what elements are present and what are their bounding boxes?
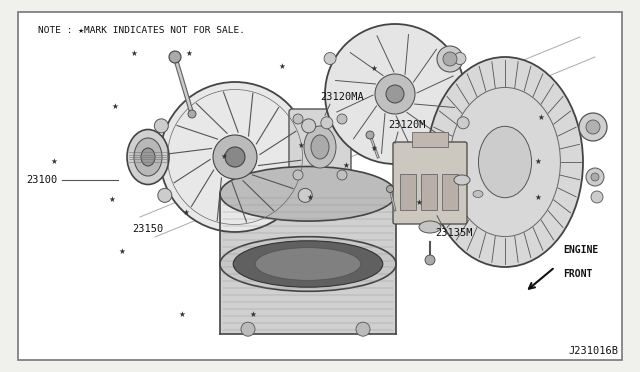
Ellipse shape: [479, 126, 531, 198]
Text: ★: ★: [534, 193, 541, 202]
Circle shape: [586, 168, 604, 186]
Circle shape: [454, 52, 466, 64]
Text: ENGINE: ENGINE: [563, 245, 598, 255]
Circle shape: [225, 147, 245, 167]
Text: FRONT: FRONT: [563, 269, 593, 279]
Text: ★: ★: [371, 64, 378, 73]
Circle shape: [154, 119, 168, 133]
Text: ★: ★: [534, 157, 541, 166]
Ellipse shape: [304, 126, 336, 168]
Text: NOTE : ★MARK INDICATES NOT FOR SALE.: NOTE : ★MARK INDICATES NOT FOR SALE.: [38, 26, 245, 35]
Ellipse shape: [255, 248, 361, 280]
Text: ★: ★: [182, 208, 189, 217]
Ellipse shape: [473, 190, 483, 198]
Text: ★: ★: [538, 113, 544, 122]
Text: ★: ★: [342, 161, 349, 170]
Text: 23100: 23100: [26, 176, 57, 185]
Text: ★: ★: [112, 102, 118, 110]
Text: J231016B: J231016B: [568, 346, 618, 356]
Text: ★: ★: [416, 198, 422, 207]
Ellipse shape: [233, 241, 383, 287]
Ellipse shape: [127, 129, 169, 185]
Text: ★: ★: [118, 247, 125, 256]
Text: 23135M: 23135M: [435, 228, 472, 237]
Circle shape: [325, 24, 465, 164]
Circle shape: [586, 120, 600, 134]
Bar: [412, 132, 448, 147]
Circle shape: [375, 74, 415, 114]
Ellipse shape: [220, 237, 396, 291]
Circle shape: [321, 117, 333, 129]
Circle shape: [387, 186, 394, 192]
Bar: [400, 174, 416, 210]
Circle shape: [591, 173, 599, 181]
FancyBboxPatch shape: [393, 142, 467, 224]
Circle shape: [337, 170, 347, 180]
Circle shape: [425, 255, 435, 265]
Text: ★: ★: [221, 152, 227, 161]
Circle shape: [437, 46, 463, 72]
Text: ★: ★: [250, 310, 256, 319]
Ellipse shape: [419, 221, 441, 233]
Text: ★: ★: [298, 141, 304, 150]
Text: ★: ★: [278, 62, 285, 71]
Bar: [421, 174, 437, 210]
Circle shape: [366, 131, 374, 139]
Circle shape: [591, 191, 603, 203]
Circle shape: [579, 113, 607, 141]
Circle shape: [298, 188, 312, 202]
Ellipse shape: [427, 57, 583, 267]
Circle shape: [169, 51, 181, 63]
Ellipse shape: [141, 148, 155, 166]
Circle shape: [324, 52, 336, 64]
Text: ★: ★: [179, 310, 186, 319]
Circle shape: [241, 322, 255, 336]
Circle shape: [457, 117, 469, 129]
Text: ★: ★: [131, 49, 138, 58]
Circle shape: [301, 119, 316, 133]
Circle shape: [213, 135, 257, 179]
Ellipse shape: [454, 175, 470, 185]
Ellipse shape: [220, 167, 396, 221]
Circle shape: [160, 82, 310, 232]
Ellipse shape: [134, 138, 162, 176]
Text: ★: ★: [109, 195, 115, 203]
Bar: [220, 194, 396, 334]
Text: ★: ★: [371, 144, 378, 153]
Circle shape: [443, 52, 457, 66]
Circle shape: [158, 188, 172, 202]
Circle shape: [386, 85, 404, 103]
Text: 23120MA: 23120MA: [320, 92, 364, 102]
Bar: [442, 174, 458, 210]
Circle shape: [356, 322, 370, 336]
Circle shape: [337, 114, 347, 124]
Circle shape: [293, 114, 303, 124]
Circle shape: [188, 110, 196, 118]
FancyBboxPatch shape: [289, 109, 351, 185]
Text: ★: ★: [307, 193, 314, 202]
Text: ★: ★: [51, 157, 58, 166]
Text: 23150: 23150: [132, 224, 164, 234]
Text: ★: ★: [186, 49, 192, 58]
Ellipse shape: [311, 135, 329, 159]
Circle shape: [293, 170, 303, 180]
Text: 23120M: 23120M: [388, 120, 426, 129]
